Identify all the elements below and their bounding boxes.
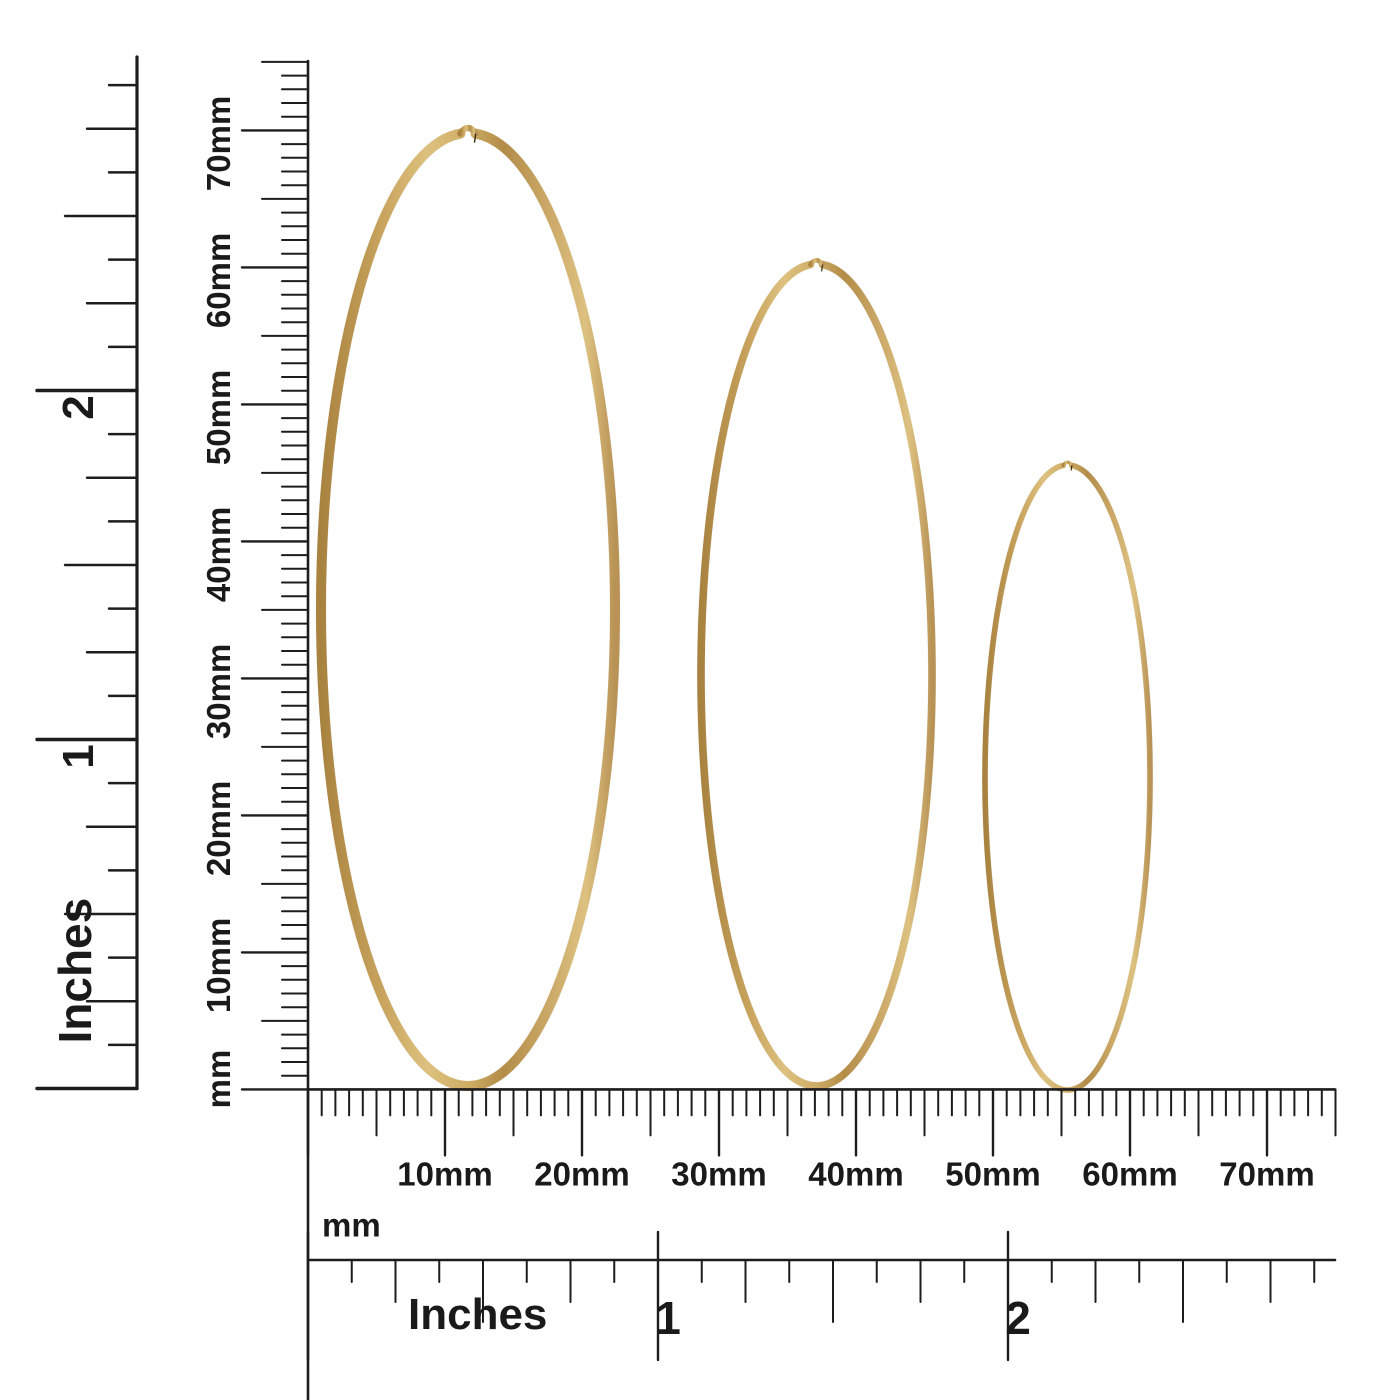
svg-text:2: 2 (54, 395, 103, 419)
svg-text:60mm: 60mm (200, 233, 237, 328)
svg-text:2: 2 (1005, 1292, 1031, 1344)
svg-text:60mm: 60mm (1082, 1155, 1177, 1192)
svg-text:20mm: 20mm (534, 1155, 629, 1192)
svg-text:70mm: 70mm (1219, 1155, 1314, 1192)
svg-text:70mm: 70mm (200, 96, 237, 191)
svg-text:10mm: 10mm (397, 1155, 492, 1192)
svg-text:1: 1 (655, 1292, 681, 1344)
svg-text:50mm: 50mm (945, 1155, 1040, 1192)
svg-text:mm: mm (322, 1206, 381, 1243)
svg-text:Inches: Inches (49, 898, 101, 1044)
svg-text:50mm: 50mm (200, 370, 237, 465)
svg-text:Inches: Inches (408, 1290, 547, 1339)
svg-text:40mm: 40mm (808, 1155, 903, 1192)
svg-text:30mm: 30mm (671, 1155, 766, 1192)
svg-text:1: 1 (54, 744, 103, 768)
svg-text:30mm: 30mm (200, 644, 237, 739)
svg-text:40mm: 40mm (200, 507, 237, 602)
svg-text:mm: mm (200, 1050, 237, 1109)
svg-text:20mm: 20mm (200, 781, 237, 876)
svg-text:10mm: 10mm (200, 918, 237, 1013)
